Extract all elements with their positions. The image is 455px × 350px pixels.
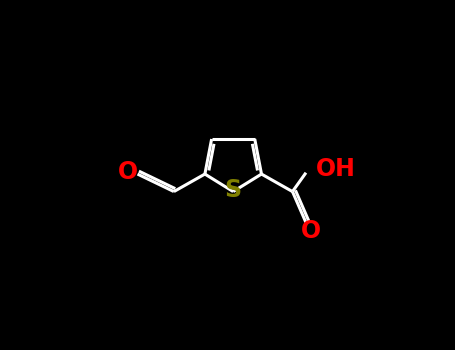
Text: OH: OH	[316, 157, 356, 181]
Text: S: S	[225, 178, 242, 203]
Text: O: O	[301, 219, 321, 243]
Text: O: O	[117, 160, 137, 184]
